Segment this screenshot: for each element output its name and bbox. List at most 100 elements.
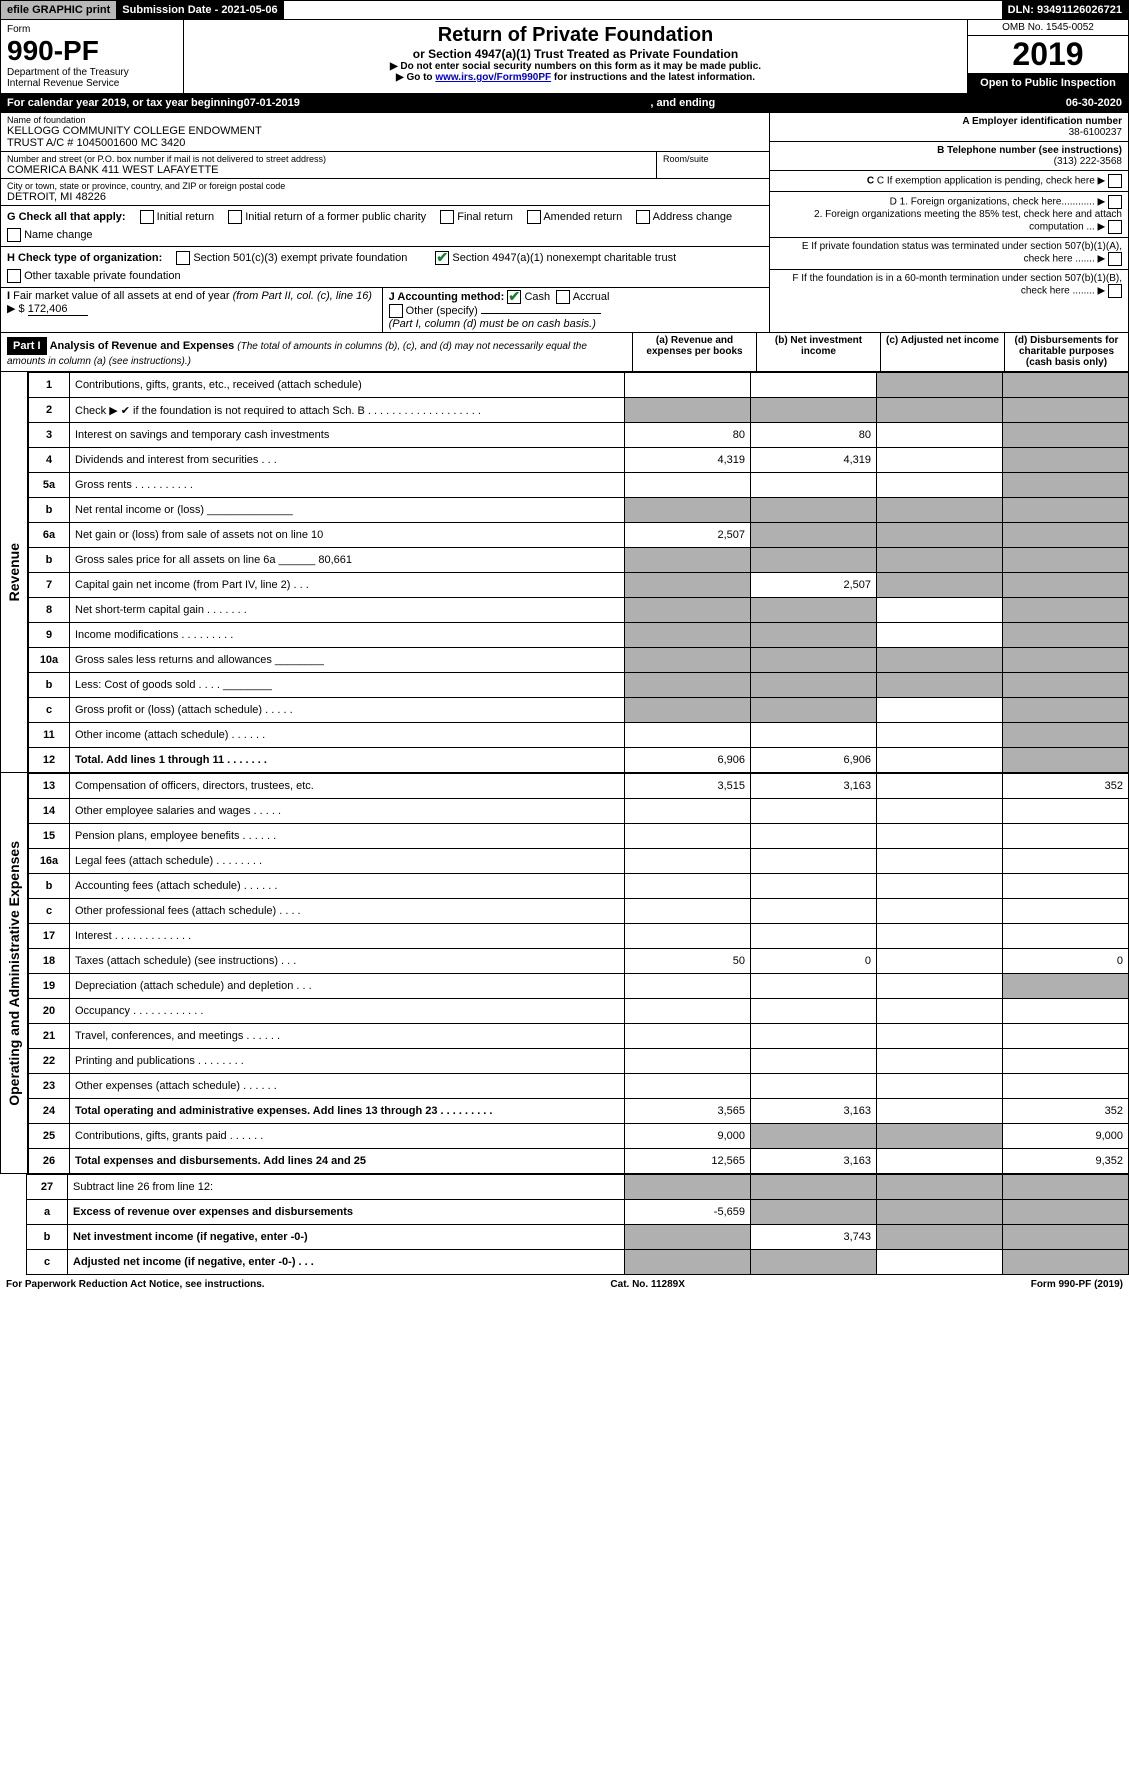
line-6a: 6aNet gain or (loss) from sale of assets… <box>29 523 1129 548</box>
cb-addrchange[interactable] <box>636 210 650 224</box>
line-17: 17Interest . . . . . . . . . . . . . <box>29 924 1129 949</box>
line-a: aExcess of revenue over expenses and dis… <box>27 1200 1129 1225</box>
efile-label: efile GRAPHIC print <box>1 1 116 19</box>
ein-value: 38-6100237 <box>1069 127 1122 138</box>
line-b: bAccounting fees (attach schedule) . . .… <box>29 874 1129 899</box>
form-ref: Form 990-PF (2019) <box>1031 1279 1123 1290</box>
j-note: (Part I, column (d) must be on cash basi… <box>389 318 596 330</box>
submission-date: Submission Date - 2021-05-06 <box>116 1 283 19</box>
cb-final[interactable] <box>440 210 454 224</box>
line-b: bGross sales price for all assets on lin… <box>29 548 1129 573</box>
c-label: C If exemption application is pending, c… <box>877 176 1095 187</box>
line-c: cGross profit or (loss) (attach schedule… <box>29 698 1129 723</box>
phone-label: B Telephone number (see instructions) <box>937 145 1122 156</box>
omb-number: OMB No. 1545-0052 <box>968 20 1128 36</box>
j-label: J Accounting method: <box>389 291 505 303</box>
paperwork-notice: For Paperwork Reduction Act Notice, see … <box>6 1279 265 1290</box>
line-10a: 10aGross sales less returns and allowanc… <box>29 648 1129 673</box>
id-block: Name of foundation KELLOGG COMMUNITY COL… <box>0 113 1129 333</box>
cb-amended[interactable] <box>527 210 541 224</box>
part1-bar: Part I <box>7 337 47 355</box>
cb-cash[interactable] <box>507 290 521 304</box>
d1-label: D 1. Foreign organizations, check here..… <box>890 197 1095 208</box>
form-title: Return of Private Foundation <box>190 24 961 47</box>
cb-c[interactable] <box>1108 174 1122 188</box>
summary-table: 27Subtract line 26 from line 12:aExcess … <box>26 1174 1129 1275</box>
col-c: (c) Adjusted net income <box>880 333 1004 371</box>
ein-label: A Employer identification number <box>962 116 1122 127</box>
line-9: 9Income modifications . . . . . . . . . <box>29 623 1129 648</box>
side-oae: Operating and Administrative Expenses <box>0 773 28 1174</box>
cb-f[interactable] <box>1108 284 1122 298</box>
side-revenue: Revenue <box>0 372 28 773</box>
line-22: 22Printing and publications . . . . . . … <box>29 1049 1129 1074</box>
city-label: City or town, state or province, country… <box>7 181 763 191</box>
line-4: 4Dividends and interest from securities … <box>29 448 1129 473</box>
e-label: E If private foundation status was termi… <box>802 241 1122 265</box>
cb-namechange[interactable] <box>7 228 21 242</box>
line-24: 24Total operating and administrative exp… <box>29 1099 1129 1124</box>
line-18: 18Taxes (attach schedule) (see instructi… <box>29 949 1129 974</box>
i-label: I Fair market value of all assets at end… <box>7 290 372 315</box>
cb-accrual[interactable] <box>556 290 570 304</box>
revenue-table: 1Contributions, gifts, grants, etc., rec… <box>28 372 1129 773</box>
city-value: DETROIT, MI 48226 <box>7 191 763 203</box>
d2-label: 2. Foreign organizations meeting the 85%… <box>814 209 1122 233</box>
dln-label: DLN: 93491126026721 <box>1002 1 1128 19</box>
line-c: cOther professional fees (attach schedul… <box>29 899 1129 924</box>
line-14: 14Other employee salaries and wages . . … <box>29 799 1129 824</box>
cb-501c3[interactable] <box>176 251 190 265</box>
cb-other[interactable] <box>389 304 403 318</box>
line-2: 2Check ▶ ✔ if the foundation is not requ… <box>29 398 1129 423</box>
cb-4947a1[interactable] <box>435 251 449 265</box>
line-12: 12Total. Add lines 1 through 11 . . . . … <box>29 748 1129 773</box>
col-a: (a) Revenue and expenses per books <box>632 333 756 371</box>
form-subtitle: or Section 4947(a)(1) Trust Treated as P… <box>190 47 961 61</box>
part1-header: Part I Analysis of Revenue and Expenses … <box>0 333 1129 372</box>
cb-othertax[interactable] <box>7 269 21 283</box>
form-header: Form 990-PF Department of the Treasury I… <box>0 20 1129 94</box>
open-inspection: Open to Public Inspection <box>968 73 1128 93</box>
line-11: 11Other income (attach schedule) . . . .… <box>29 723 1129 748</box>
line-25: 25Contributions, gifts, grants paid . . … <box>29 1124 1129 1149</box>
name-label: Name of foundation <box>7 115 763 125</box>
cb-d2[interactable] <box>1108 220 1122 234</box>
addr-label: Number and street (or P.O. box number if… <box>7 154 650 164</box>
line-26: 26Total expenses and disbursements. Add … <box>29 1149 1129 1174</box>
tax-year: 2019 <box>968 36 1128 73</box>
form-number: 990-PF <box>7 35 177 67</box>
cat-no: Cat. No. 11289X <box>610 1279 684 1290</box>
line-5a: 5aGross rents . . . . . . . . . . <box>29 473 1129 498</box>
line-1: 1Contributions, gifts, grants, etc., rec… <box>29 373 1129 398</box>
line-16a: 16aLegal fees (attach schedule) . . . . … <box>29 849 1129 874</box>
cb-e[interactable] <box>1108 252 1122 266</box>
cb-initial-former[interactable] <box>228 210 242 224</box>
calendar-row: For calendar year 2019, or tax year begi… <box>0 94 1129 113</box>
foundation-name: KELLOGG COMMUNITY COLLEGE ENDOWMENT TRUS… <box>7 125 763 149</box>
line-20: 20Occupancy . . . . . . . . . . . . <box>29 999 1129 1024</box>
fmv-value: 172,406 <box>28 303 88 316</box>
room-label: Room/suite <box>663 154 763 164</box>
f-label: F If the foundation is in a 60-month ter… <box>792 273 1122 297</box>
cb-d1[interactable] <box>1108 195 1122 209</box>
h-row: H Check type of organization: Section 50… <box>1 247 769 288</box>
line-c: cAdjusted net income (if negative, enter… <box>27 1250 1129 1275</box>
g-row: G Check all that apply: Initial return I… <box>1 206 769 247</box>
line-21: 21Travel, conferences, and meetings . . … <box>29 1024 1129 1049</box>
line-8: 8Net short-term capital gain . . . . . .… <box>29 598 1129 623</box>
dept-label: Department of the Treasury Internal Reve… <box>7 67 177 89</box>
line-7: 7Capital gain net income (from Part IV, … <box>29 573 1129 598</box>
line-3: 3Interest on savings and temporary cash … <box>29 423 1129 448</box>
col-d: (d) Disbursements for charitable purpose… <box>1004 333 1128 371</box>
top-bar: efile GRAPHIC print Submission Date - 20… <box>0 0 1129 20</box>
irs-link[interactable]: www.irs.gov/Form990PF <box>435 72 551 83</box>
line-23: 23Other expenses (attach schedule) . . .… <box>29 1074 1129 1099</box>
col-b: (b) Net investment income <box>756 333 880 371</box>
cb-initial[interactable] <box>140 210 154 224</box>
street-address: COMERICA BANK 411 WEST LAFAYETTE <box>7 164 650 176</box>
line-b: bNet rental income or (loss) ___________… <box>29 498 1129 523</box>
goto-line: ▶ Go to www.irs.gov/Form990PF for instru… <box>190 72 961 83</box>
warn-line: ▶ Do not enter social security numbers o… <box>190 61 961 72</box>
line-b: bLess: Cost of goods sold . . . . ______… <box>29 673 1129 698</box>
line-13: 13Compensation of officers, directors, t… <box>29 774 1129 799</box>
